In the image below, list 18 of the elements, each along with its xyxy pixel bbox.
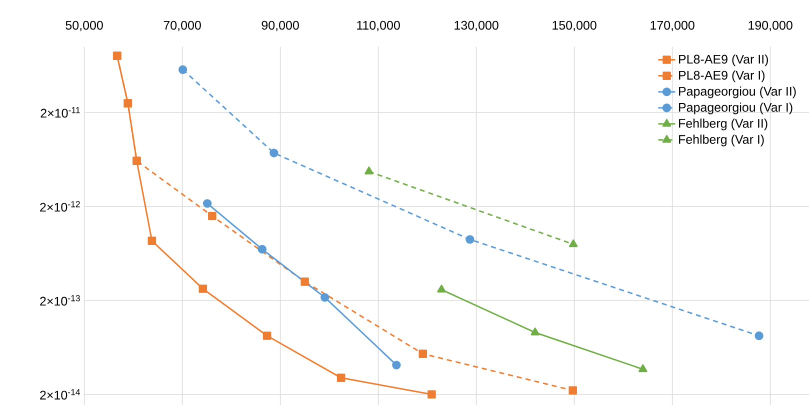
x-tick-label: 50,000 <box>66 20 103 32</box>
x-tick-label: 70,000 <box>164 20 201 32</box>
y-tick-label: 2×10$^{-12}$ <box>40 201 80 212</box>
legend-label: PL8-AE9 (Var II) <box>679 54 768 66</box>
legend-label: Papageorgiou (Var II) <box>679 86 796 98</box>
x-tick-label: 130,000 <box>454 20 498 32</box>
legend-label: Fehlberg (Var I) <box>679 134 764 146</box>
x-tick-label: 150,000 <box>552 20 596 32</box>
x-tick-label: 90,000 <box>262 20 299 32</box>
y-tick-label: 2×10$^{-13}$ <box>40 295 80 306</box>
legend-label: Fehlberg (Var II) <box>679 118 768 130</box>
legend-label: Papageorgiou (Var I) <box>679 102 792 114</box>
x-tick-label: 110,000 <box>357 20 400 32</box>
y-tick-label: 2×10$^{-14}$ <box>40 389 80 400</box>
y-tick-label: 2×10$^{-11}$ <box>40 107 80 118</box>
legend-label: PL8-AE9 (Var I) <box>679 70 765 82</box>
x-tick-label: 170,000 <box>650 20 694 32</box>
x-tick-label: 190,000 <box>748 20 792 32</box>
